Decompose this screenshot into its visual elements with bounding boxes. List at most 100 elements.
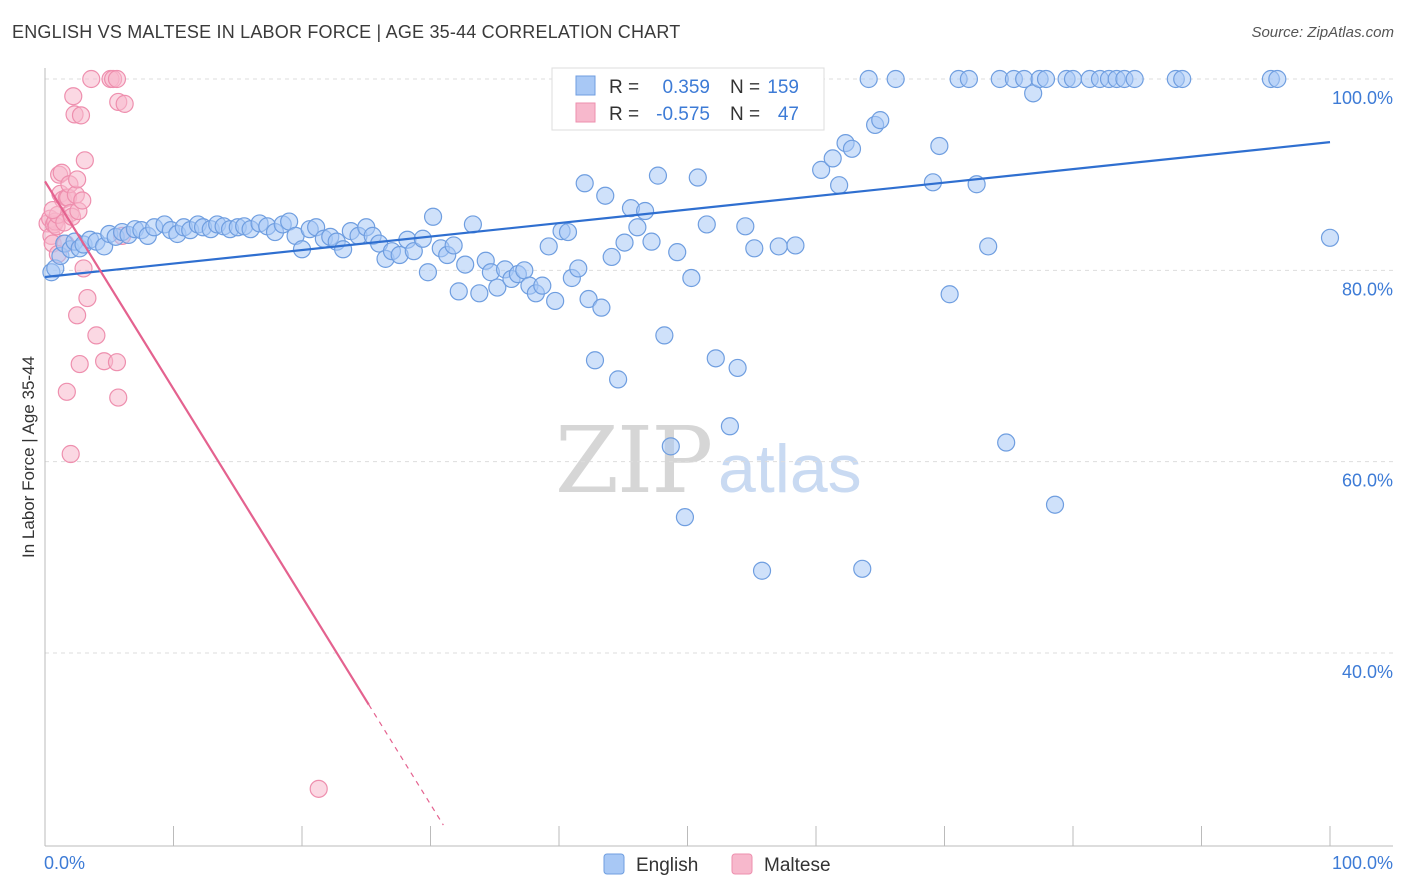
trend-lines: [44, 141, 1331, 826]
maltese-n-value: 47: [778, 104, 799, 125]
english-swatch: [575, 75, 596, 96]
maltese-point: [61, 444, 80, 464]
english-point: [602, 247, 621, 267]
english-point: [515, 261, 534, 280]
english-point: [697, 215, 716, 234]
english-point: [786, 236, 805, 255]
english-point: [706, 349, 725, 368]
english-point: [997, 433, 1016, 452]
english-point: [661, 437, 680, 456]
maltese-points: [38, 69, 328, 798]
watermark-zip: ZIP: [555, 407, 711, 514]
y-tick-label-80: 80.0%: [1342, 279, 1393, 299]
english-point: [609, 370, 628, 389]
english-n-label: N =: [730, 77, 760, 98]
english-point: [668, 243, 687, 262]
axes: [44, 68, 1393, 847]
english-point: [444, 236, 463, 255]
legend-maltese-label[interactable]: Maltese: [764, 855, 831, 876]
english-point: [488, 278, 507, 297]
english-point: [728, 358, 747, 378]
english-point: [871, 111, 890, 130]
tick-labels: 100.0% 80.0% 60.0% 40.0% 0.0% 100.0%: [44, 88, 1393, 873]
english-point: [853, 559, 872, 578]
english-point: [1063, 69, 1083, 89]
y-tick-label-100: 100.0%: [1332, 88, 1393, 108]
maltese-trend-line: [44, 180, 370, 706]
english-point: [546, 291, 565, 311]
maltese-point: [107, 353, 127, 372]
english-point: [585, 351, 605, 370]
y-tick-label-40: 40.0%: [1342, 662, 1393, 682]
maltese-point: [73, 191, 92, 210]
legend-maltese-swatch[interactable]: [731, 853, 753, 875]
english-point: [1045, 495, 1065, 514]
english-r-value: 0.359: [662, 77, 710, 98]
english-point: [1173, 69, 1192, 89]
english-trend-line: [44, 141, 1331, 279]
maltese-point: [57, 382, 76, 401]
maltese-swatch: [575, 102, 596, 123]
english-point: [859, 69, 878, 89]
english-point: [682, 268, 701, 288]
maltese-r-label: R =: [609, 104, 639, 125]
maltese-point: [109, 388, 128, 407]
maltese-point: [78, 288, 97, 308]
english-point: [463, 215, 483, 234]
english-point: [830, 176, 849, 195]
stats-legend-box: [551, 67, 825, 131]
maltese-point: [68, 170, 87, 189]
english-points: [42, 69, 1340, 580]
english-point: [456, 255, 475, 274]
english-point: [769, 237, 788, 256]
english-point: [449, 282, 468, 301]
english-point: [1320, 228, 1340, 247]
english-point: [418, 263, 438, 282]
english-point: [886, 69, 905, 89]
english-n-value: 159: [767, 77, 799, 98]
english-point: [736, 217, 755, 236]
english-point: [959, 69, 979, 89]
english-point: [533, 276, 552, 295]
legend-english-label[interactable]: English: [636, 855, 698, 876]
y-tick-label-60: 60.0%: [1342, 471, 1393, 491]
maltese-point: [87, 326, 106, 345]
english-point: [812, 160, 831, 179]
legend-english-swatch[interactable]: [603, 853, 625, 875]
x-tick-label-max: 100.0%: [1332, 853, 1393, 873]
english-point: [596, 186, 615, 205]
maltese-n-label: N =: [730, 104, 760, 125]
english-point: [569, 259, 588, 278]
english-point: [404, 242, 423, 261]
maltese-point: [75, 151, 94, 170]
english-point: [628, 218, 647, 237]
series-legend: English Maltese: [603, 853, 831, 876]
chart-title: ENGLISH VS MALTESE IN LABOR FORCE | AGE …: [12, 22, 681, 42]
english-point: [334, 240, 353, 259]
maltese-r-value: -0.575: [656, 104, 710, 125]
english-point: [579, 289, 598, 309]
english-point: [842, 139, 862, 158]
source-credit: Source: ZipAtlas.com: [1251, 24, 1394, 41]
maltese-point: [309, 779, 328, 798]
maltese-point: [70, 354, 89, 374]
english-point: [1268, 69, 1287, 89]
english-point: [470, 284, 489, 303]
english-point: [1036, 69, 1056, 89]
maltese-point: [82, 69, 101, 89]
english-point: [675, 508, 695, 527]
english-point: [979, 237, 998, 256]
english-point: [655, 326, 674, 345]
english-point: [648, 166, 668, 185]
english-point: [592, 298, 611, 317]
maltese-point: [68, 306, 87, 325]
english-point: [575, 174, 594, 193]
watermark: ZIP atlas: [555, 407, 862, 514]
maltese-point: [115, 94, 134, 113]
watermark-atlas: atlas: [718, 431, 862, 507]
english-point: [558, 222, 578, 242]
english-point: [1125, 69, 1144, 89]
english-point: [720, 417, 740, 436]
english-point: [940, 285, 959, 304]
